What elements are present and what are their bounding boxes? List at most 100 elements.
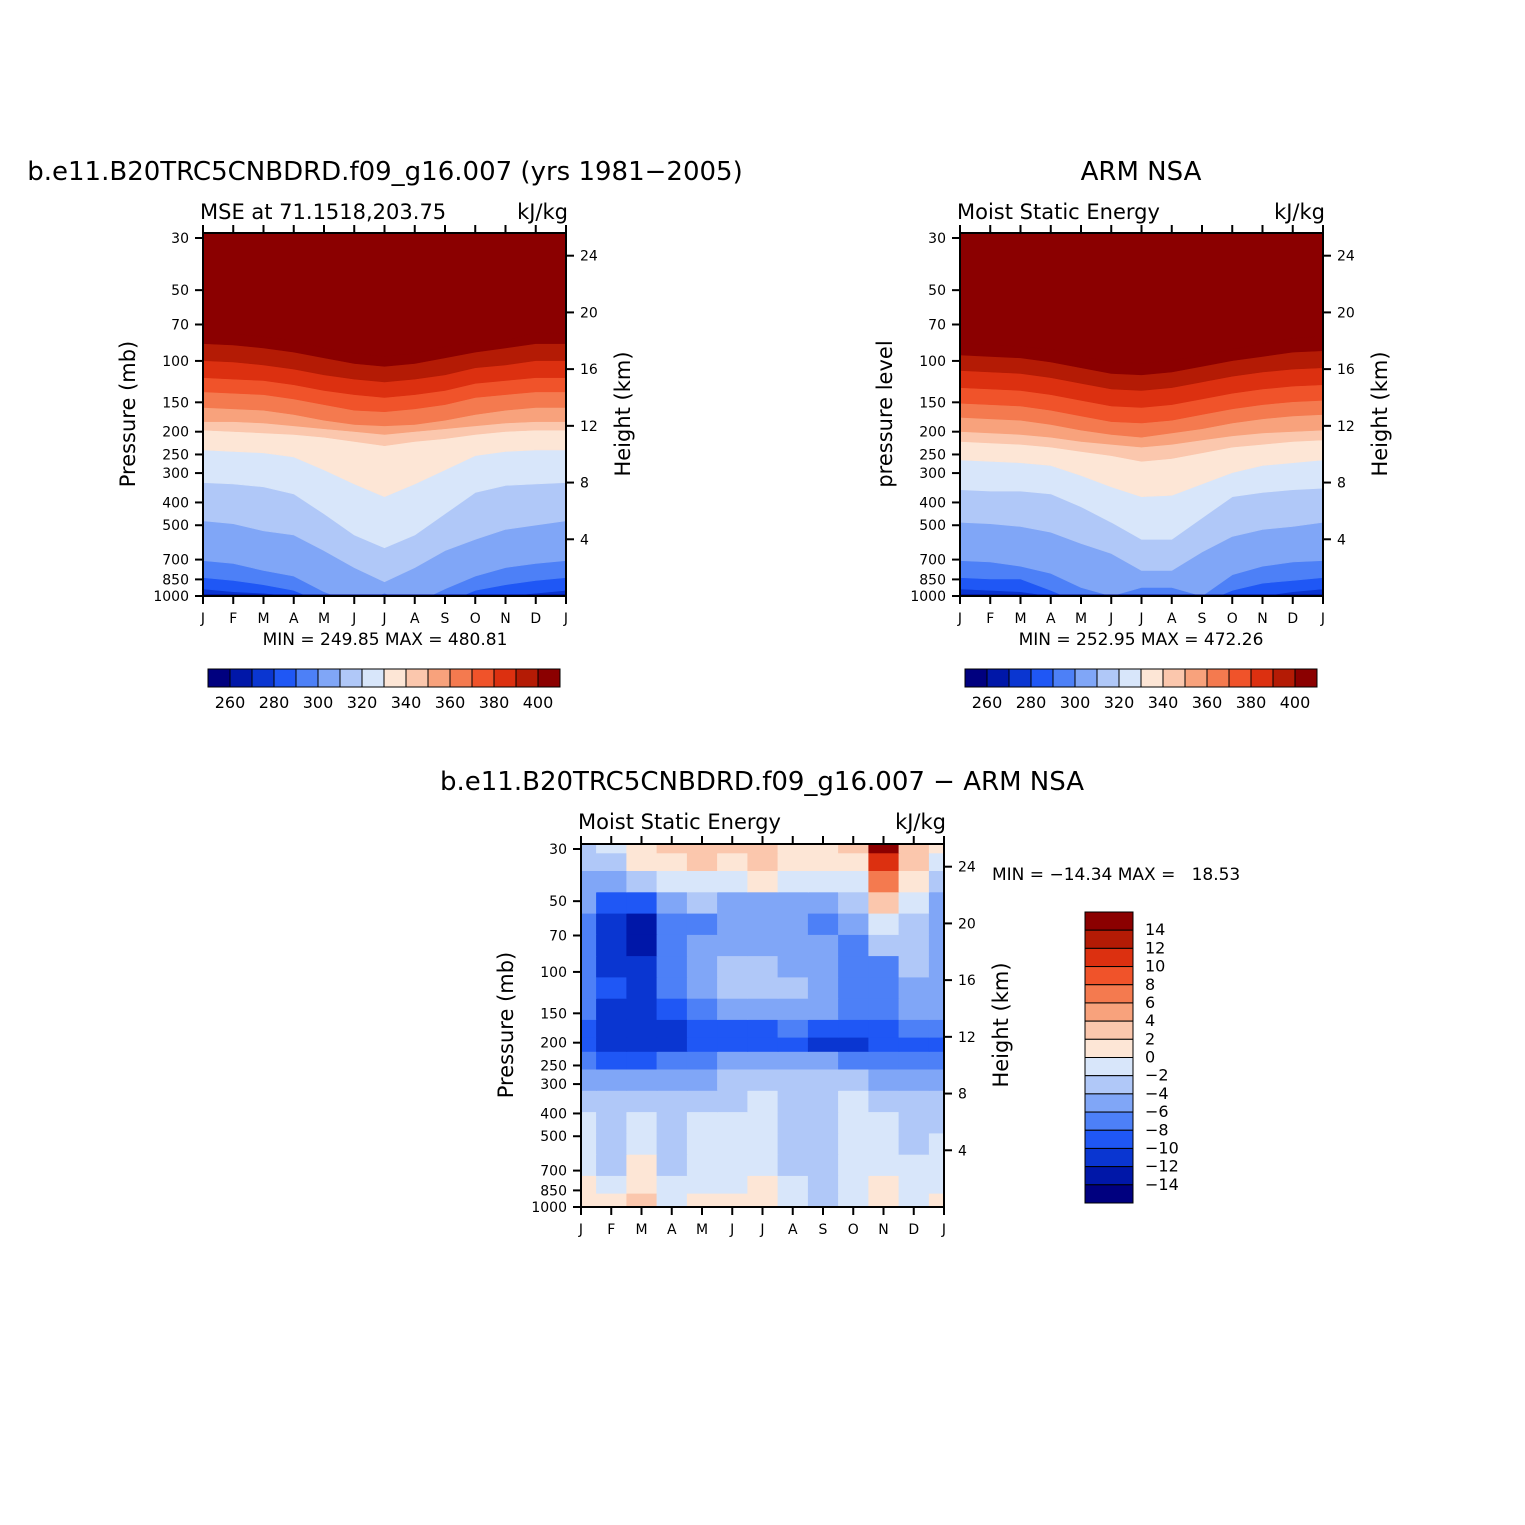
x-tick-label: J [729,1222,734,1238]
contour-cell [747,955,779,978]
contour-cell [656,1090,688,1113]
contour-cell [928,1019,944,1038]
panel-subtitle-left: Moist Static Energy [578,810,781,834]
contour-cell [626,955,658,978]
contour-cell [626,1068,658,1091]
colorbar-tick-label: 10 [1145,957,1165,976]
y-tick-label: 400 [919,495,946,511]
contour-cell [717,844,749,854]
y-tick-label: 200 [162,425,189,441]
colorbar-swatch [1140,668,1164,688]
contour-cell [868,1111,900,1134]
contour-cell [626,844,658,854]
y-tick-label: 400 [162,495,189,511]
contour-cell [807,1153,839,1176]
contour-cell [747,934,779,957]
contour-cell [686,891,718,914]
y-right-tick-label: 16 [580,362,598,378]
x-tick-label: D [530,611,541,627]
contour-cell [747,912,779,935]
colorbar-swatch [1162,668,1186,688]
colorbar-tick-label: 4 [1145,1011,1155,1030]
colorbar-swatch [251,668,275,688]
colorbar-tick-label: 340 [391,693,422,712]
contour-cell [581,870,597,893]
colorbar-tick-label: 320 [347,693,378,712]
y-right-tick-label: 8 [1337,476,1346,492]
colorbar-swatch [1228,668,1252,688]
contour-cell [777,1036,809,1052]
colorbar-swatch [207,668,231,688]
contour-cell [686,1153,718,1176]
y-right-tick-label: 4 [958,1143,967,1159]
contour-cell [686,976,718,999]
contour-cell [747,870,779,893]
panel-model: b.e11.B20TRC5CNBDRD.f09_g16.007 (yrs 198… [27,157,742,712]
colorbar-swatch [493,668,517,688]
contour-cell [898,852,930,871]
colorbar-tick-label: 400 [523,693,554,712]
y-tick-label: 850 [162,572,189,588]
y-tick-label: 150 [540,1006,567,1022]
contour-cell [898,997,930,1020]
contour-cell [686,1068,718,1091]
y-right-tick-label: 24 [1337,249,1355,265]
colorbar-swatch [1084,1093,1134,1113]
contour-cell [777,1111,809,1134]
contour-cell [807,1019,839,1038]
contour-cell [747,1051,779,1070]
x-tick-label: J [759,1222,764,1238]
contour-cell [898,1090,930,1113]
contour-cell [626,1111,658,1134]
x-tick-label: M [696,1222,708,1238]
contour-cell [928,891,944,914]
y-right-tick-label: 16 [958,973,976,989]
contour-cell [777,870,809,893]
contour-cell [928,1192,944,1207]
y-tick-label: 850 [540,1183,567,1199]
colorbar-swatch [1084,947,1134,968]
contour-cell [581,1175,597,1194]
colorbar-tick-label: 360 [435,693,466,712]
y-right-tick-label: 8 [580,476,589,492]
contour-cell [581,852,597,871]
contour-cell [626,1132,658,1155]
contour-cell [898,1068,930,1091]
colorbar-swatch [1250,668,1274,688]
contour-cell [581,1090,597,1113]
contour-plot [203,233,566,596]
y-tick-label: 200 [540,1036,567,1052]
x-tick-label: J [381,611,386,627]
colorbar-tick-label: 400 [1280,693,1311,712]
contour-cell [581,844,597,854]
contour-cell [747,1068,779,1091]
contour-cell [777,891,809,914]
x-tick-label: A [667,1222,677,1238]
contour-cell [596,852,628,871]
contour-cell [717,934,749,957]
x-tick-label: J [1320,611,1325,627]
contour-cell [928,1068,944,1091]
contour-cell [838,1019,870,1038]
contour-cell [868,1051,900,1070]
x-tick-label: M [257,611,269,627]
x-tick-label: A [410,611,420,627]
contour-cell [807,870,839,893]
contour-cell [656,1175,688,1194]
colorbar-tick-label: 260 [215,693,246,712]
contour-cell [626,997,658,1020]
x-tick-label: M [635,1222,647,1238]
contour-cell [656,870,688,893]
stats-label: MIN = −14.34 MAX = 18.53 [992,865,1240,885]
contour-cell [717,1068,749,1091]
colorbar-swatch [1084,1057,1134,1077]
contour-cell [777,997,809,1020]
y-tick-label: 150 [162,395,189,411]
contour-cell [717,1175,749,1194]
contour-cell [581,1019,597,1038]
contour-band [203,331,566,367]
contour-cell [747,1036,779,1052]
contour-cell [686,870,718,893]
